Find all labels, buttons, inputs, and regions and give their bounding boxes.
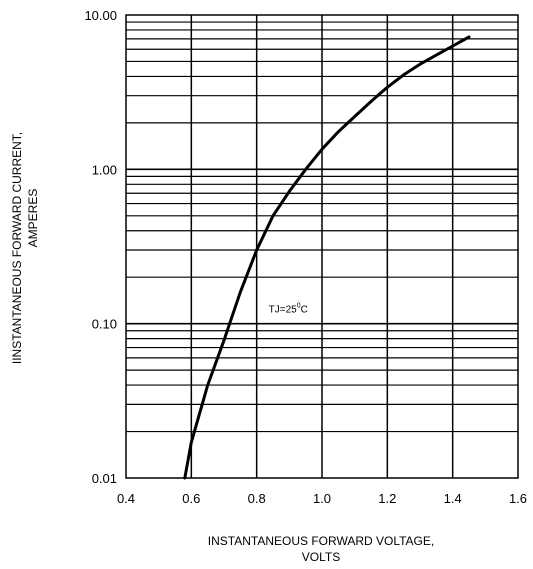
y-tick-label: 10.00 bbox=[84, 8, 117, 23]
x-tick-labels: 0.4 0.6 0.8 1.0 1.2 1.4 1.6 bbox=[117, 491, 527, 506]
annotation-suffix: C bbox=[301, 305, 308, 316]
annotation-superscript: 0 bbox=[297, 303, 301, 310]
x-tick-label: 0.6 bbox=[182, 491, 200, 506]
temperature-annotation: TJ=250C bbox=[269, 303, 308, 316]
series-line bbox=[183, 35, 471, 480]
x-tick-label: 1.2 bbox=[378, 491, 396, 506]
x-tick-label: 0.8 bbox=[248, 491, 266, 506]
x-tick-label: 0.4 bbox=[117, 491, 135, 506]
y-tick-labels: 0.01 0.10 1.00 10.00 bbox=[84, 8, 117, 486]
plot-frame bbox=[125, 14, 519, 479]
y-tick-label: 1.00 bbox=[92, 162, 117, 177]
x-axis-title-line1: INSTANTANEOUS FORWARD VOLTAGE, bbox=[208, 534, 434, 548]
y-axis-title-line1: IINSTANTANEOUS FORWARD CURRENT, bbox=[10, 132, 24, 364]
x-tick-label: 1.6 bbox=[509, 491, 527, 506]
y-tick-label: 0.10 bbox=[92, 317, 117, 332]
x-axis-title-line2: VOLTS bbox=[302, 550, 340, 564]
x-tick-label: 1.4 bbox=[444, 491, 462, 506]
y-axis-title-line2: AMPERES bbox=[26, 189, 40, 248]
x-tick-label: 1.0 bbox=[313, 491, 331, 506]
y-tick-label: 0.01 bbox=[92, 471, 117, 486]
annotation-prefix: TJ=25 bbox=[269, 305, 298, 316]
grid bbox=[126, 15, 518, 478]
